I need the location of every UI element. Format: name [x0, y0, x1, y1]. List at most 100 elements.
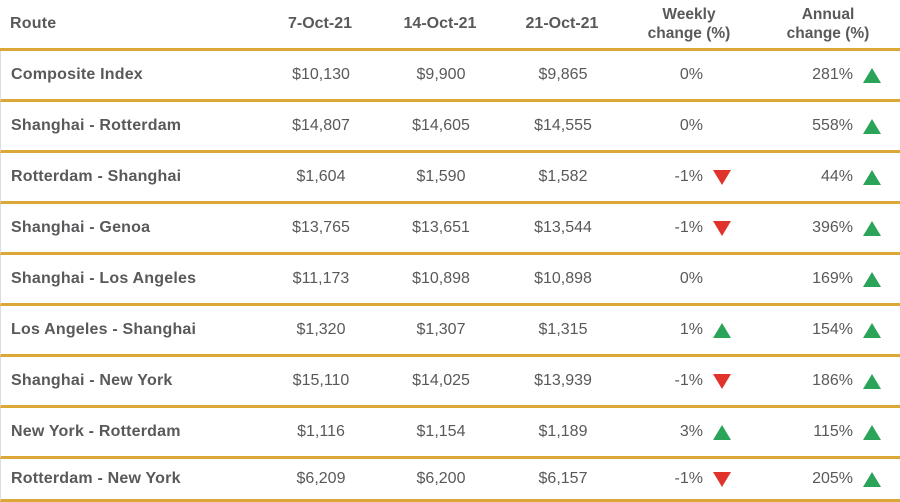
rate-value-week2: $9,900 [416, 66, 466, 83]
table-row: Los Angeles - Shanghai $1,320 $1,307 $1,… [0, 306, 900, 357]
weekly-change-cell: 0% [623, 117, 757, 135]
down-triangle-icon [712, 471, 731, 487]
annual-triangle-slot [862, 169, 881, 185]
weekly-change-cell: 0% [623, 270, 757, 288]
up-triangle-icon [712, 424, 731, 440]
weekly-triangle-slot [712, 118, 731, 134]
annual-change-value: 44% [820, 168, 853, 185]
weekly-change-cell: -1% [623, 470, 757, 488]
annual-triangle-slot [862, 471, 881, 487]
annual-change-cell: 115% [757, 423, 900, 441]
weekly-change-value: 0% [679, 66, 703, 83]
table-row: Rotterdam - Shanghai $1,604 $1,590 $1,58… [0, 153, 900, 204]
up-triangle-icon [712, 322, 731, 338]
weekly-triangle-slot [712, 271, 731, 287]
table-body: Composite Index $10,130 $9,900 $9,865 0%… [0, 51, 900, 502]
up-triangle-icon [862, 67, 881, 83]
weekly-triangle-slot [712, 373, 731, 389]
weekly-change-value: 0% [679, 117, 703, 134]
annual-change-cell: 558% [757, 117, 900, 135]
annual-change-value: 169% [812, 270, 853, 287]
route-label: Composite Index [11, 66, 143, 83]
rate-value-week1: $6,209 [296, 470, 346, 487]
up-triangle-icon [862, 220, 881, 236]
weekly-change-value: -1% [674, 219, 703, 236]
weekly-triangle-slot [712, 67, 731, 83]
rate-value-week3: $9,865 [538, 66, 588, 83]
route-label: Shanghai - Genoa [11, 219, 151, 236]
header-annual-change: Annual change (%) [756, 5, 900, 43]
weekly-change-value: 3% [679, 423, 703, 440]
weekly-triangle-slot [712, 471, 731, 487]
rate-value-week1: $15,110 [292, 372, 350, 389]
rate-value-week2: $14,605 [412, 117, 470, 134]
rate-value-week2: $14,025 [412, 372, 470, 389]
up-triangle-icon [862, 471, 881, 487]
annual-triangle-slot [862, 322, 881, 338]
rate-value-week1: $10,130 [292, 66, 350, 83]
weekly-change-value: 1% [679, 321, 703, 338]
weekly-triangle-slot [712, 322, 731, 338]
rate-value-week2: $13,651 [412, 219, 470, 236]
annual-triangle-slot [862, 271, 881, 287]
rate-value-week2: $10,898 [412, 270, 470, 287]
weekly-change-cell: -1% [623, 219, 757, 237]
header-weekly-change-label: Weekly change (%) [647, 6, 731, 42]
up-triangle-icon [862, 169, 881, 185]
route-label: Shanghai - New York [11, 372, 173, 389]
annual-change-value: 558% [812, 117, 853, 134]
route-label: Shanghai - Rotterdam [11, 117, 182, 134]
up-triangle-icon [862, 271, 881, 287]
rate-value-week1: $13,765 [292, 219, 350, 236]
rate-value-week1: $1,320 [296, 321, 346, 338]
down-triangle-icon [712, 169, 731, 185]
rate-value-week3: $1,315 [538, 321, 588, 338]
rate-value-week3: $1,582 [538, 168, 588, 185]
header-route: Route [10, 15, 57, 32]
annual-change-cell: 205% [757, 470, 900, 488]
annual-triangle-slot [862, 67, 881, 83]
up-triangle-icon [862, 373, 881, 389]
header-date-2: 14-Oct-21 [403, 15, 477, 32]
route-label: Rotterdam - Shanghai [11, 168, 182, 185]
weekly-change-value: 0% [679, 270, 703, 287]
annual-change-cell: 154% [757, 321, 900, 339]
weekly-change-cell: -1% [623, 372, 757, 390]
rate-value-week2: $1,590 [416, 168, 466, 185]
weekly-change-cell: 1% [623, 321, 757, 339]
down-triangle-icon [712, 220, 731, 236]
route-label: Shanghai - Los Angeles [11, 270, 197, 287]
annual-change-value: 186% [812, 372, 853, 389]
rate-value-week3: $6,157 [538, 470, 588, 487]
weekly-triangle-slot [712, 220, 731, 236]
annual-change-cell: 44% [757, 168, 900, 186]
rate-value-week2: $1,154 [416, 423, 466, 440]
header-date-1: 7-Oct-21 [287, 15, 353, 32]
table-row: Composite Index $10,130 $9,900 $9,865 0%… [0, 51, 900, 102]
weekly-change-value: -1% [674, 168, 703, 185]
annual-change-value: 396% [812, 219, 853, 236]
rate-value-week3: $13,939 [534, 372, 592, 389]
weekly-change-cell: 0% [623, 66, 757, 84]
weekly-triangle-slot [712, 169, 731, 185]
annual-triangle-slot [862, 118, 881, 134]
table-row: Shanghai - New York $15,110 $14,025 $13,… [0, 357, 900, 408]
route-label: Rotterdam - New York [11, 470, 181, 487]
rate-value-week1: $14,807 [292, 117, 350, 134]
annual-change-value: 115% [813, 423, 853, 440]
rate-value-week3: $1,189 [538, 423, 588, 440]
annual-change-value: 154% [812, 321, 853, 338]
annual-change-cell: 186% [757, 372, 900, 390]
up-triangle-icon [862, 118, 881, 134]
table-header-row: Route 7-Oct-21 14-Oct-21 21-Oct-21 Weekl… [0, 0, 900, 51]
up-triangle-icon [862, 322, 881, 338]
table-row: Rotterdam - New York $6,209 $6,200 $6,15… [0, 459, 900, 502]
rate-value-week2: $1,307 [416, 321, 466, 338]
header-annual-change-label: Annual change (%) [786, 6, 870, 42]
rate-value-week1: $1,116 [297, 423, 345, 440]
down-triangle-icon [712, 373, 731, 389]
header-date-3: 21-Oct-21 [525, 15, 599, 32]
annual-change-value: 281% [812, 66, 853, 83]
table-row: New York - Rotterdam $1,116 $1,154 $1,18… [0, 408, 900, 459]
